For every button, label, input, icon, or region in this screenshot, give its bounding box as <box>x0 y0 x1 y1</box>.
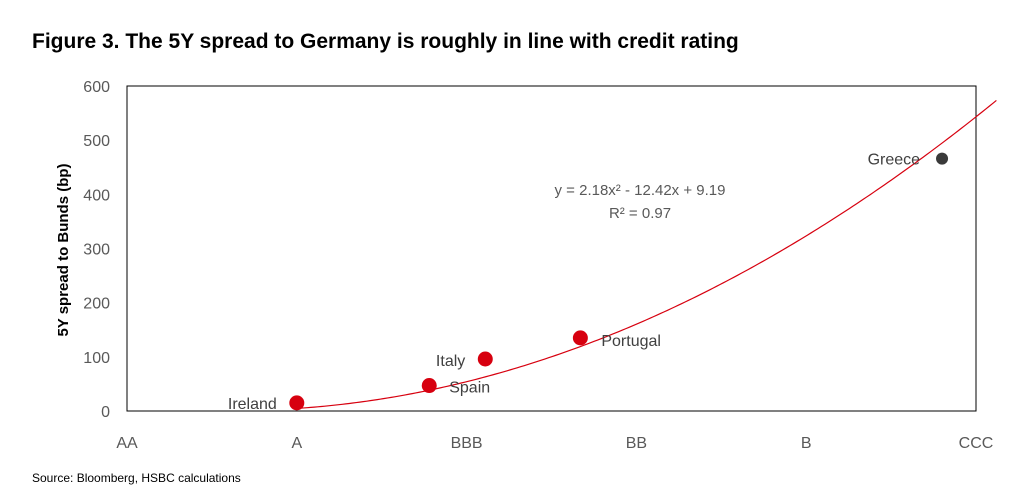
point-label: Portugal <box>601 333 661 350</box>
x-tick-label: BB <box>626 435 647 452</box>
data-point <box>289 395 305 411</box>
point-label: Ireland <box>228 396 277 413</box>
x-tick-label: B <box>801 435 812 452</box>
data-points <box>289 152 949 411</box>
trendline-r-squared: R² = 0.97 <box>609 205 671 222</box>
point-label: Spain <box>449 380 490 397</box>
source-note: Source: Bloomberg, HSBC calculations <box>32 471 241 485</box>
x-tick-label: A <box>291 435 302 452</box>
point-label: Greece <box>868 152 921 169</box>
x-tick-label: AA <box>116 435 138 452</box>
data-point <box>936 152 949 165</box>
plot-area <box>126 85 977 412</box>
data-point <box>572 330 588 346</box>
data-point <box>477 351 493 367</box>
y-axis-ticks: 0 100 200 300 400 500 600 <box>83 79 110 421</box>
trendline-equation: y = 2.18x² - 12.42x + 9.19 <box>555 182 726 199</box>
y-tick-label: 500 <box>83 133 110 150</box>
x-axis-ticks: AA A BBB BB B CCC <box>116 435 993 452</box>
data-labels: Ireland Spain Italy Portugal Greece <box>228 152 920 413</box>
y-tick-label: 100 <box>83 350 110 367</box>
y-tick-label: 200 <box>83 296 110 313</box>
y-tick-label: 300 <box>83 242 110 259</box>
data-point <box>421 378 437 394</box>
x-tick-label: CCC <box>959 435 994 452</box>
y-axis-label: 5Y spread to Bunds (bp) <box>55 163 72 336</box>
y-tick-label: 0 <box>101 404 110 421</box>
y-tick-label: 600 <box>83 79 110 96</box>
point-label: Italy <box>436 353 465 370</box>
y-tick-label: 400 <box>83 187 110 204</box>
trendline <box>296 100 997 410</box>
chart-title: Figure 3. The 5Y spread to Germany is ro… <box>32 30 739 53</box>
x-tick-label: BBB <box>451 435 483 452</box>
